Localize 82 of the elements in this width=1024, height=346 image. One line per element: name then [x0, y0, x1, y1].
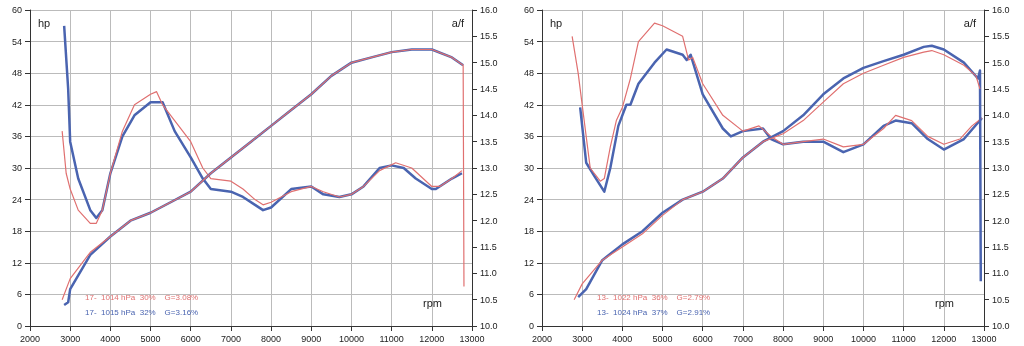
- y2-tick-label: 10.0: [992, 321, 1010, 331]
- y-tick-label: 0: [16, 321, 22, 331]
- x-tick-label: 2000: [531, 333, 553, 344]
- y-tick-label: 6: [528, 289, 534, 300]
- y-tick-label: 12: [11, 257, 22, 268]
- x-tick-label: 7000: [732, 333, 753, 344]
- x-tick-label: 11000: [379, 333, 404, 344]
- y2-tick-label: 10.5: [992, 294, 1010, 305]
- y-tick-label: 60: [11, 5, 22, 15]
- y-axis-title: hp: [38, 16, 51, 29]
- y-tick-label: 36: [523, 131, 534, 142]
- y2-tick-label: 16.0: [992, 5, 1010, 15]
- y2-tick-label: 13.5: [992, 136, 1010, 147]
- x-tick-label: 3000: [572, 333, 593, 344]
- y-tick-label: 54: [11, 36, 22, 47]
- y2-tick-label: 11.5: [480, 242, 497, 252]
- y2-tick-label: 14.5: [992, 84, 1010, 94]
- y-tick-label: 36: [11, 131, 22, 142]
- y-tick-label: 6: [16, 289, 22, 300]
- x-tick-label: 8000: [773, 333, 794, 344]
- x-tick-label: 4000: [100, 333, 121, 344]
- y-tick-label: 42: [11, 99, 22, 110]
- x-tick-label: 3000: [60, 333, 81, 344]
- y-axis-title: hp: [550, 16, 563, 29]
- text: 13- 1024 hPa 37% G=2.91%: [597, 307, 711, 317]
- x-tick-label: 7000: [220, 333, 241, 344]
- y-tick-label: 54: [523, 36, 534, 47]
- y-tick-label: 42: [523, 99, 534, 110]
- x-tick-label: 4000: [612, 333, 633, 344]
- y2-tick-label: 12.0: [992, 215, 1010, 226]
- text: 17- 1014 hPa 30% G=3.08%: [85, 292, 199, 302]
- y2-tick-label: 12.5: [480, 189, 498, 200]
- x-tick-label: 11000: [891, 333, 916, 344]
- y2-tick-label: 11.0: [992, 268, 1009, 279]
- x-axis-title: rpm: [935, 296, 954, 309]
- x-tick-label: 2000: [19, 333, 41, 344]
- text: 17- 1015 hPa 32% G=3.16%: [85, 307, 199, 317]
- y2-tick-label: 12.5: [992, 189, 1010, 200]
- x-tick-label: 5000: [652, 333, 673, 344]
- y2-tick-label: 15.5: [480, 31, 498, 42]
- y2-tick-label: 15.0: [480, 57, 498, 68]
- x-tick-label: 12000: [419, 333, 445, 344]
- y2-tick-label: 15.0: [992, 57, 1010, 68]
- text: 13- 1022 hPa 36% G=2.79%: [597, 292, 711, 302]
- y2-axis-title: a/f: [963, 16, 977, 29]
- x-axis-title: rpm: [423, 296, 442, 309]
- x-tick-label: 13000: [971, 333, 997, 344]
- x-tick-label: 12000: [931, 333, 957, 344]
- x-tick-label: 5000: [140, 333, 161, 344]
- y2-tick-label: 15.5: [992, 31, 1010, 42]
- y2-tick-label: 14.5: [480, 84, 498, 94]
- y2-tick-label: 12.0: [480, 215, 498, 226]
- y-tick-label: 48: [11, 68, 22, 79]
- y-tick-label: 12: [523, 257, 534, 268]
- x-tick-label: 13000: [459, 333, 485, 344]
- x-tick-label: 10000: [338, 333, 364, 344]
- y-tick-label: 24: [523, 194, 534, 205]
- x-tick-label: 9000: [813, 333, 834, 344]
- y-tick-label: 0: [528, 321, 534, 331]
- x-tick-label: 6000: [692, 333, 713, 344]
- y2-tick-label: 11.5: [992, 242, 1009, 252]
- x-tick-label: 6000: [180, 333, 201, 344]
- x-tick-label: 8000: [261, 333, 282, 344]
- y2-tick-label: 14.0: [992, 110, 1010, 121]
- y-tick-label: 30: [523, 163, 534, 173]
- y2-axis-title: a/f: [451, 16, 465, 29]
- y-tick-label: 60: [523, 5, 534, 15]
- y-tick-label: 24: [11, 194, 22, 205]
- y-tick-label: 18: [11, 226, 22, 237]
- y2-tick-label: 16.0: [480, 5, 498, 15]
- x-tick-label: 10000: [850, 333, 876, 344]
- y2-tick-label: 10.5: [480, 294, 498, 305]
- y2-tick-label: 13.0: [480, 163, 498, 173]
- y2-tick-label: 10.0: [480, 321, 498, 331]
- y-tick-label: 18: [523, 226, 534, 237]
- y-tick-label: 30: [11, 163, 22, 173]
- x-tick-label: 9000: [301, 333, 322, 344]
- y-tick-label: 48: [523, 68, 534, 79]
- y2-tick-label: 11.0: [480, 268, 497, 279]
- y2-tick-label: 14.0: [480, 110, 498, 121]
- y2-tick-label: 13.0: [992, 163, 1010, 173]
- y2-tick-label: 13.5: [480, 136, 498, 147]
